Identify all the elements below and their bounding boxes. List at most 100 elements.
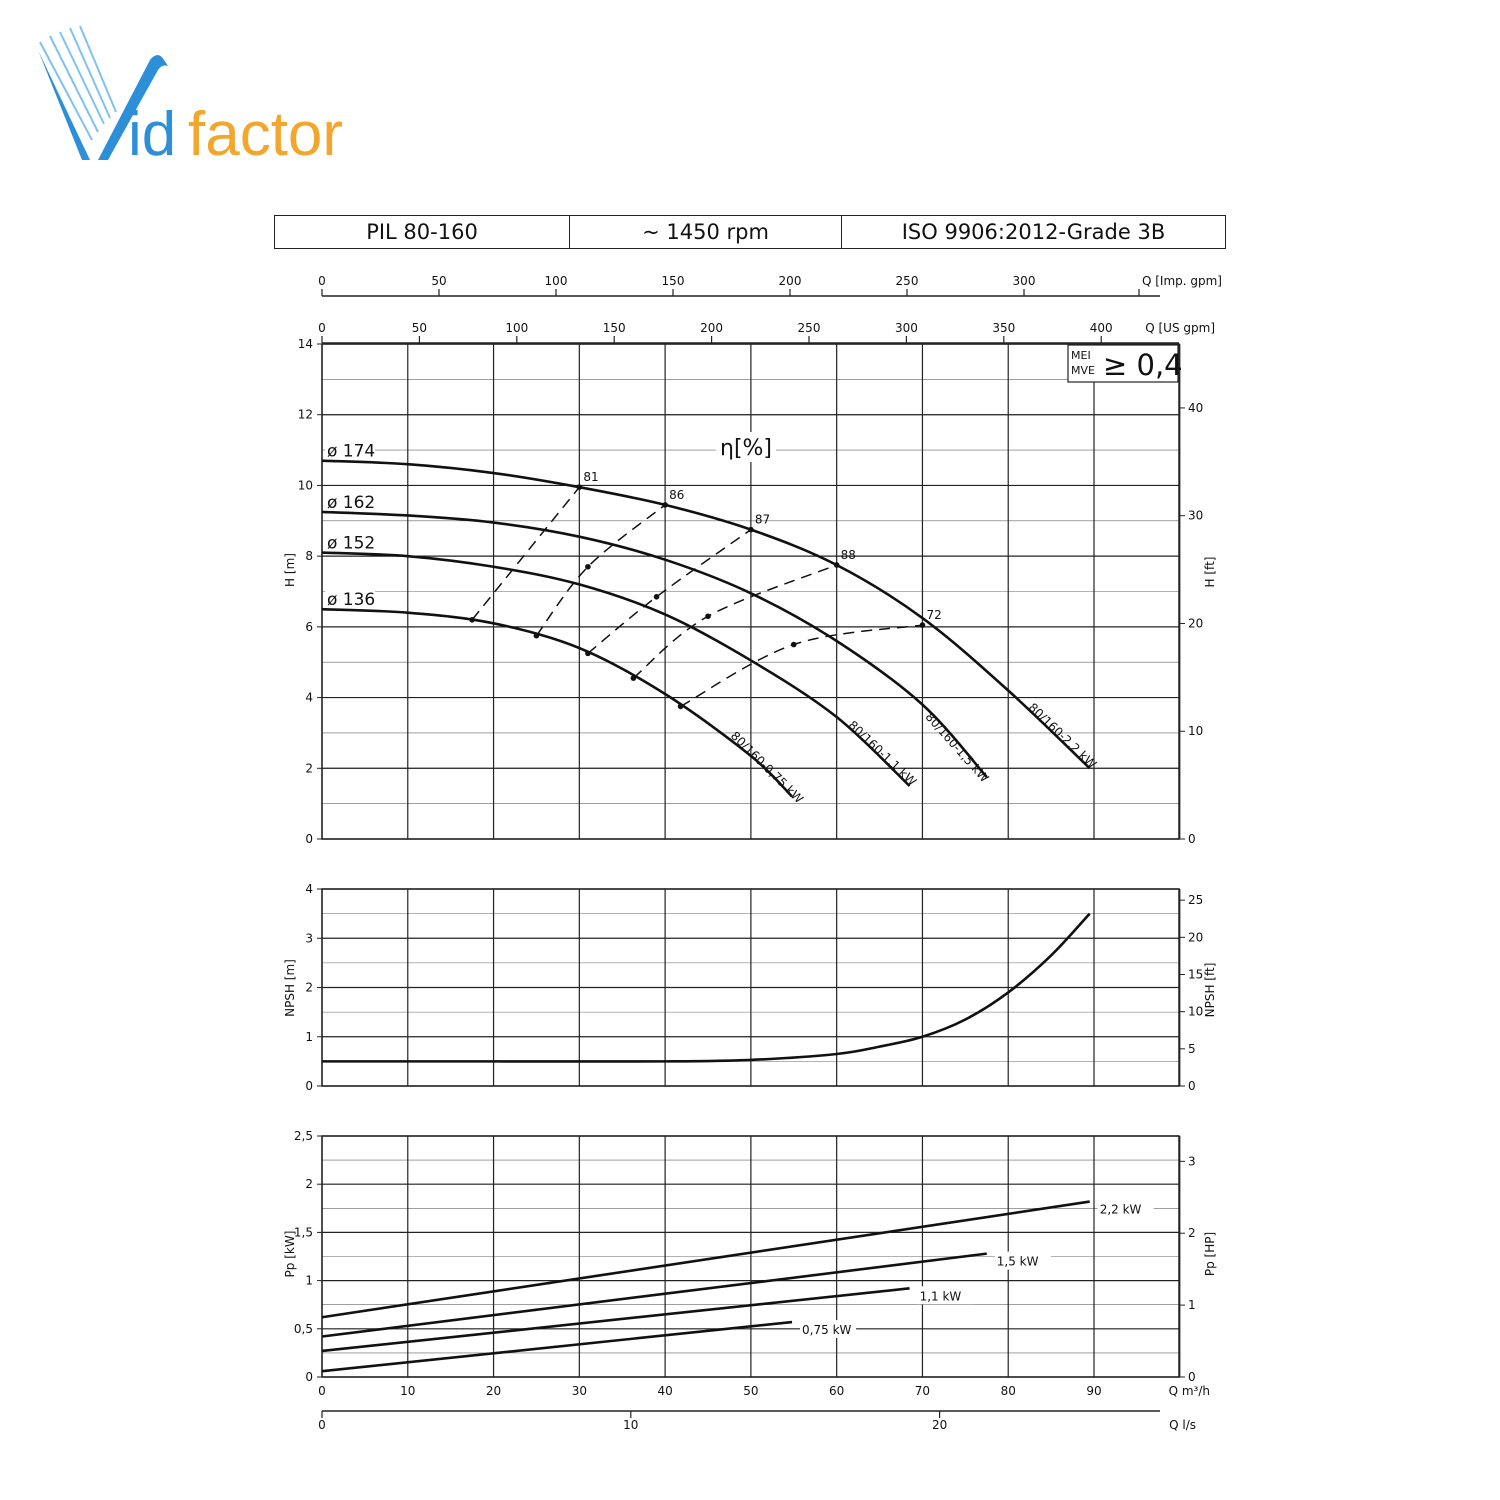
impeller-label-bg — [325, 530, 375, 551]
header-table: PIL 80-160 ~ 1450 rpm ISO 9906:2012-Grad… — [274, 215, 1226, 249]
top-axis-tick-label: 0 — [318, 274, 326, 288]
power-y-tick-label: 0 — [305, 1370, 313, 1384]
top-axis-tick-label: 150 — [603, 321, 626, 335]
efficiency-line-87 — [587, 529, 752, 654]
power-line — [321, 1320, 793, 1373]
x-ls-tick-label: 0 — [318, 1418, 326, 1432]
npsh-chart: 0 1 2 3 4 0 5 10 15 20 25 NPSH [m] NPSH [ft] — [283, 882, 1217, 1093]
vidfactor-logo: id factor — [38, 25, 343, 169]
npsh-y-tick-label: 3 — [305, 931, 313, 945]
efficiency-point-87 — [653, 594, 660, 600]
power-hp-tick-label: 1 — [1188, 1298, 1196, 1312]
power-y-tick-label: 2,5 — [294, 1129, 313, 1143]
motor-label: 80/160-1,5 kW — [923, 710, 992, 785]
top-axis-title: Q [US gpm] — [1145, 321, 1215, 335]
head-y-axis-title: H [m] — [283, 553, 297, 587]
efficiency-line-86 — [535, 504, 666, 637]
bird-icon — [38, 25, 168, 160]
head-ft-tick-label: 30 — [1188, 509, 1203, 523]
x-m3h-axis-title: Q m³/h — [1169, 1384, 1210, 1398]
power-label: 1,5 kW — [997, 1255, 1039, 1269]
npsh-ft-tick-label: 0 — [1188, 1079, 1196, 1093]
speed-cell: ~ 1450 rpm — [570, 216, 842, 248]
efficiency-label-87: 87 — [755, 513, 770, 527]
top-axis-title: Q [Imp. gpm] — [1142, 274, 1222, 288]
head-y-tick-label: 14 — [298, 337, 313, 351]
top-axis-tick-label: 150 — [662, 274, 685, 288]
model-cell: PIL 80-160 — [275, 216, 570, 248]
x-m3h-tick-label: 70 — [915, 1384, 930, 1398]
top-axis-tick-label: 200 — [700, 321, 723, 335]
standard-cell: ISO 9906:2012-Grade 3B — [901, 220, 1166, 244]
power-hp-tick-label: 0 — [1188, 1370, 1196, 1384]
top-axis-tick-label: 50 — [431, 274, 446, 288]
power-line — [321, 1287, 910, 1353]
npsh-ft-tick-label: 25 — [1188, 893, 1203, 907]
power-label-bg — [1097, 1199, 1154, 1218]
efficiency-point-72 — [919, 622, 926, 628]
npsh-y-tick-label: 4 — [305, 882, 313, 896]
x-m3h-tick-label: 60 — [829, 1384, 844, 1398]
bottom-flow-axes: 0 10 20 30 40 50 60 70 80 90 Q m³/h 0 10 20 Q l/s — [318, 1384, 1210, 1432]
top-axis-tick-label: 50 — [412, 321, 427, 335]
motor-label: 80/160-1,1 kW — [846, 718, 920, 789]
power-label-bg — [917, 1286, 974, 1305]
power-y-tick-label: 0,5 — [294, 1322, 313, 1336]
npsh-ft-tick-label: 15 — [1188, 967, 1203, 981]
x-ls-axis-title: Q l/s — [1169, 1418, 1196, 1432]
x-m3h-tick-label: 80 — [1001, 1384, 1016, 1398]
head-ft-tick-label: 0 — [1188, 832, 1196, 846]
x-ls-tick-label: 20 — [932, 1418, 947, 1432]
efficiency-point-88 — [705, 613, 711, 620]
impeller-label-bg — [325, 489, 375, 510]
npsh-curve — [321, 912, 1091, 1063]
power-hp-tick-label: 3 — [1188, 1154, 1196, 1168]
efficiency-line-81 — [471, 486, 580, 621]
impeller-label: ø 174 — [327, 442, 375, 462]
impeller-label: ø 136 — [327, 590, 375, 610]
npsh-y-tick-label: 1 — [305, 1030, 313, 1044]
head-frame — [321, 343, 1180, 840]
impeller-label: ø 152 — [327, 534, 375, 554]
head-curve-174 — [321, 459, 1091, 770]
efficiency-label-81: 81 — [583, 470, 598, 484]
head-ft-tick-label: 20 — [1188, 616, 1203, 630]
top-axis-tick-label: 350 — [992, 321, 1015, 335]
head-y-tick-label: 4 — [305, 691, 313, 705]
top-flow-axes: 0 50 100 150 200 250 300 Q [Imp. gpm] 0 50 100 150 2… — [318, 274, 1222, 344]
power-hp-tick-label: 2 — [1188, 1226, 1196, 1240]
top-axis-tick-label: 300 — [895, 321, 918, 335]
impeller-label-bg — [325, 438, 375, 459]
power-y-tick-label: 2 — [305, 1177, 313, 1191]
x-m3h-tick-label: 40 — [657, 1384, 672, 1398]
head-curve-162 — [321, 510, 988, 778]
power-line — [321, 1200, 1090, 1319]
x-ls-tick-label: 10 — [623, 1418, 638, 1432]
power-label-bg — [800, 1320, 857, 1339]
logo-text-factor: factor — [188, 100, 343, 169]
power-frame — [321, 1135, 1180, 1378]
power-y-right-axis-title: Pp [HP] — [1203, 1232, 1217, 1276]
head-chart: 0 2 4 6 8 10 12 14 0 10 20 30 40 H [m] H [ft] 81 86 87 88 7… — [283, 337, 1217, 846]
npsh-y-tick-label: 0 — [305, 1079, 313, 1093]
mei-label: MEI — [1071, 349, 1091, 362]
npsh-ft-tick-label: 5 — [1188, 1042, 1196, 1056]
npsh-y-axis-title: NPSH [m] — [283, 959, 297, 1017]
top-axis-tick-label: 300 — [1013, 274, 1036, 288]
efficiency-point-86 — [585, 563, 591, 570]
npsh-ft-tick-label: 10 — [1188, 1005, 1203, 1019]
motor-label: 80/160-0,75 kW — [728, 729, 806, 806]
efficiency-line-72 — [680, 624, 923, 708]
efficiency-point-72 — [790, 641, 797, 648]
head-y-tick-label: 2 — [305, 761, 313, 775]
impeller-label-bg — [325, 587, 375, 608]
top-axis-tick-label: 250 — [896, 274, 919, 288]
npsh-y-right-axis-title: NPSH [ft] — [1203, 963, 1217, 1018]
x-m3h-tick-label: 0 — [318, 1384, 326, 1398]
efficiency-label-72: 72 — [926, 608, 941, 622]
top-axis-tick-label: 100 — [545, 274, 568, 288]
npsh-y-tick-label: 2 — [305, 981, 313, 995]
x-m3h-tick-label: 30 — [572, 1384, 587, 1398]
top-axis-tick-label: 0 — [318, 321, 326, 335]
